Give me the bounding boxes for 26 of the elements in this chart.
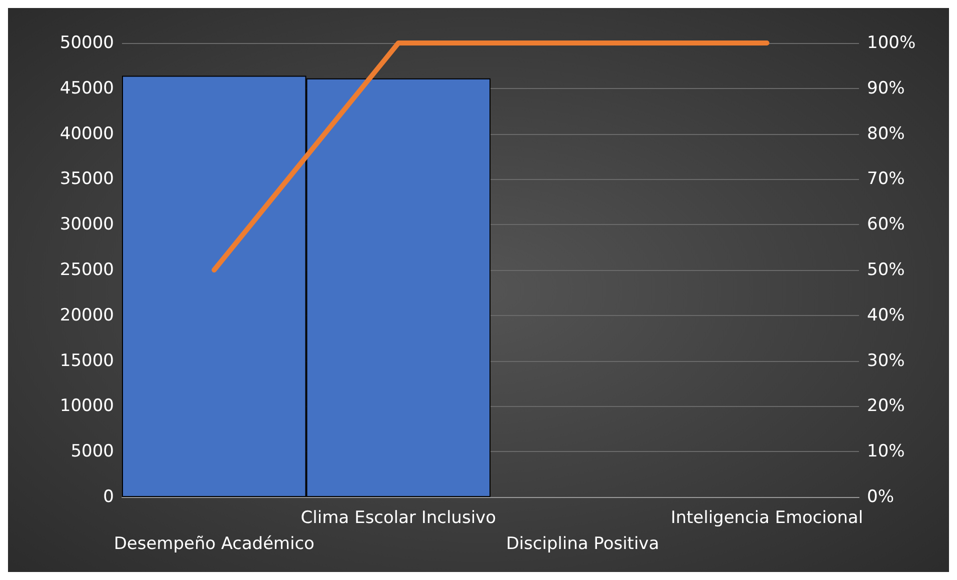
y-tick-label: 15000 bbox=[60, 350, 114, 371]
y-tick-label: 40000 bbox=[60, 124, 114, 144]
y2-tick-label: 90% bbox=[867, 78, 905, 98]
y2-tick-label: 100% bbox=[867, 33, 916, 53]
y2-tick-label: 40% bbox=[867, 305, 905, 326]
x-tick-label: Inteligencia Emocional bbox=[670, 508, 864, 528]
x-tick-label: Clima Escolar Inclusivo bbox=[300, 508, 496, 528]
y-tick-label: 35000 bbox=[60, 169, 114, 190]
y2-tick-label: 50% bbox=[867, 260, 905, 280]
y2-tick-label: 70% bbox=[867, 169, 905, 190]
x-tick-label: Disciplina Positiva bbox=[506, 534, 660, 554]
y-tick-label: 5000 bbox=[70, 442, 114, 462]
x-tick-label: Desempeño Académico bbox=[114, 534, 314, 554]
y-tick-label: 25000 bbox=[60, 260, 114, 280]
y-tick-label: 50000 bbox=[60, 33, 114, 53]
y2-tick-label: 60% bbox=[867, 214, 905, 235]
y2-tick-label: 0% bbox=[867, 487, 894, 507]
y2-tick-label: 80% bbox=[867, 124, 905, 144]
y-tick-label: 45000 bbox=[60, 78, 114, 98]
y-tick-label: 10000 bbox=[60, 396, 114, 416]
y2-tick-label: 20% bbox=[867, 396, 905, 416]
y2-tick-label: 30% bbox=[867, 350, 905, 371]
y2-tick-label: 10% bbox=[867, 442, 905, 462]
y-tick-label: 20000 bbox=[60, 305, 114, 326]
y-tick-label: 0 bbox=[103, 487, 114, 507]
y-tick-label: 30000 bbox=[60, 214, 114, 235]
